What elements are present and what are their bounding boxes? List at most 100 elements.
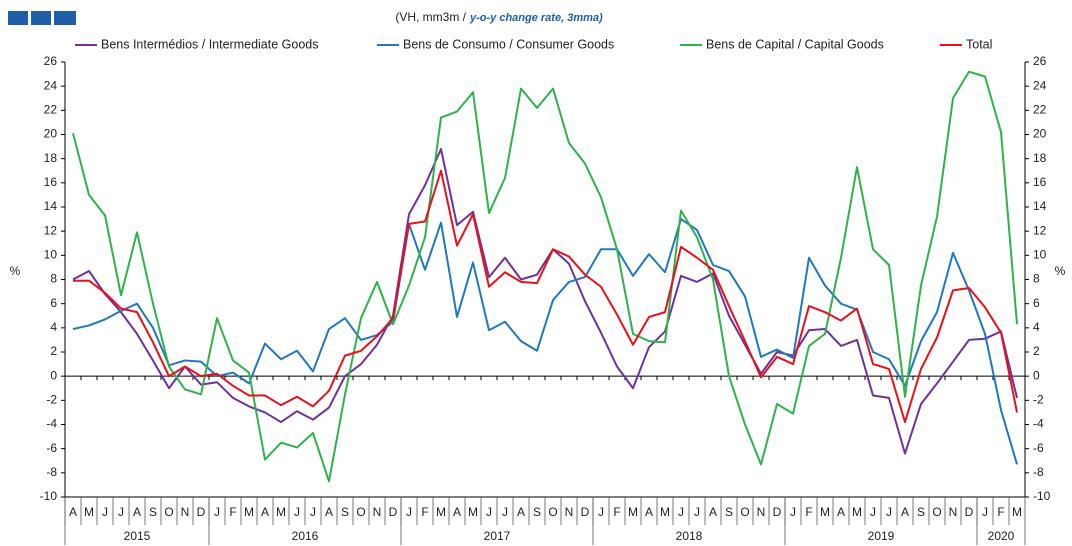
x-tick-label: A bbox=[645, 505, 653, 519]
y2-tick-label: 12 bbox=[1033, 223, 1047, 237]
y-tick-label: 26 bbox=[44, 54, 58, 68]
y-tick-label: -6 bbox=[46, 441, 57, 455]
y2-tick-label: -6 bbox=[1033, 441, 1044, 455]
x-tick-label: A bbox=[133, 505, 141, 519]
y2-tick-label: -10 bbox=[1033, 489, 1051, 503]
x-tick-label: J bbox=[486, 505, 492, 519]
x-tick-label: F bbox=[229, 505, 236, 519]
y-tick-label: 14 bbox=[44, 199, 58, 213]
year-label: 2019 bbox=[868, 529, 895, 543]
y-tick-label: -8 bbox=[46, 465, 57, 479]
x-tick-label: M bbox=[852, 505, 862, 519]
x-tick-label: M bbox=[660, 505, 670, 519]
y2-axis-label: % bbox=[1055, 264, 1066, 278]
x-tick-label: D bbox=[197, 505, 206, 519]
year-label: 2018 bbox=[676, 529, 703, 543]
legend-label: Total bbox=[966, 37, 992, 51]
logo-block bbox=[54, 11, 76, 25]
x-tick-label: J bbox=[870, 505, 876, 519]
x-tick-label: M bbox=[244, 505, 254, 519]
y2-tick-label: 4 bbox=[1033, 320, 1040, 334]
y-tick-label: 24 bbox=[44, 78, 58, 92]
y-tick-label: 20 bbox=[44, 127, 58, 141]
x-tick-label: D bbox=[773, 505, 782, 519]
x-tick-label: A bbox=[453, 505, 461, 519]
x-tick-label: N bbox=[949, 505, 958, 519]
y-tick-label: 8 bbox=[50, 272, 57, 286]
x-tick-label: O bbox=[740, 505, 749, 519]
year-label: 2020 bbox=[988, 529, 1015, 543]
x-tick-label: A bbox=[837, 505, 845, 519]
x-tick-label: J bbox=[678, 505, 684, 519]
series-line bbox=[73, 169, 1018, 424]
subtitle-emphasis: y-o-y change rate, 3mma) bbox=[469, 12, 603, 24]
y2-tick-label: 24 bbox=[1033, 78, 1047, 92]
x-tick-label: J bbox=[102, 505, 108, 519]
year-label: 2016 bbox=[292, 529, 319, 543]
y2-tick-label: -2 bbox=[1033, 393, 1044, 407]
legend-label: Bens de Capital / Capital Goods bbox=[706, 37, 884, 51]
x-tick-label: M bbox=[1012, 505, 1022, 519]
y-tick-label: 12 bbox=[44, 223, 58, 237]
x-tick-label: D bbox=[389, 505, 398, 519]
x-tick-label: S bbox=[341, 505, 349, 519]
x-tick-label: O bbox=[548, 505, 557, 519]
series-line bbox=[72, 218, 1018, 465]
x-tick-label: J bbox=[310, 505, 316, 519]
y2-tick-label: 10 bbox=[1033, 248, 1047, 262]
x-tick-label: S bbox=[533, 505, 541, 519]
x-tick-label: J bbox=[790, 505, 796, 519]
x-tick-label: S bbox=[149, 505, 157, 519]
y-tick-label: -4 bbox=[46, 417, 57, 431]
x-tick-label: O bbox=[932, 505, 941, 519]
series-line bbox=[72, 70, 1018, 483]
x-tick-label: J bbox=[294, 505, 300, 519]
x-tick-label: O bbox=[356, 505, 365, 519]
series-line bbox=[72, 148, 1018, 455]
x-tick-label: F bbox=[421, 505, 428, 519]
x-tick-label: J bbox=[214, 505, 220, 519]
y2-tick-label: 20 bbox=[1033, 127, 1047, 141]
x-tick-label: D bbox=[965, 505, 974, 519]
y2-tick-label: -4 bbox=[1033, 417, 1044, 431]
x-tick-label: M bbox=[84, 505, 94, 519]
x-tick-label: M bbox=[468, 505, 478, 519]
y2-tick-label: 16 bbox=[1033, 175, 1047, 189]
x-tick-label: F bbox=[613, 505, 620, 519]
x-tick-label: A bbox=[325, 505, 333, 519]
y-tick-label: 4 bbox=[50, 320, 57, 334]
legend-label: Bens Intermédios / Intermediate Goods bbox=[101, 37, 318, 51]
logo-block bbox=[31, 11, 51, 25]
x-tick-label: M bbox=[276, 505, 286, 519]
x-tick-label: F bbox=[805, 505, 812, 519]
y-tick-label: 16 bbox=[44, 175, 58, 189]
x-tick-label: J bbox=[694, 505, 700, 519]
x-tick-label: S bbox=[917, 505, 925, 519]
y2-tick-label: 14 bbox=[1033, 199, 1047, 213]
y-tick-label: 18 bbox=[44, 151, 58, 165]
y2-tick-label: 2 bbox=[1033, 344, 1040, 358]
x-tick-label: A bbox=[261, 505, 269, 519]
y2-tick-label: 22 bbox=[1033, 103, 1047, 117]
x-tick-label: A bbox=[709, 505, 717, 519]
x-tick-label: A bbox=[517, 505, 525, 519]
y2-tick-label: 0 bbox=[1033, 368, 1040, 382]
y-axis-label: % bbox=[10, 264, 21, 278]
subtitle: (VH, mm3m / bbox=[395, 10, 466, 24]
x-tick-label: J bbox=[598, 505, 604, 519]
x-tick-label: M bbox=[628, 505, 638, 519]
x-tick-label: F bbox=[997, 505, 1004, 519]
x-tick-label: N bbox=[181, 505, 190, 519]
y-tick-label: -2 bbox=[46, 393, 57, 407]
x-tick-label: S bbox=[725, 505, 733, 519]
y-tick-label: 22 bbox=[44, 103, 58, 117]
x-tick-label: O bbox=[164, 505, 173, 519]
x-tick-label: J bbox=[886, 505, 892, 519]
year-label: 2015 bbox=[124, 529, 151, 543]
y2-tick-label: 8 bbox=[1033, 272, 1040, 286]
x-tick-label: A bbox=[69, 505, 77, 519]
y2-tick-label: -8 bbox=[1033, 465, 1044, 479]
y-tick-label: 6 bbox=[50, 296, 57, 310]
y-tick-label: 2 bbox=[50, 344, 57, 358]
logo-block bbox=[8, 11, 28, 25]
